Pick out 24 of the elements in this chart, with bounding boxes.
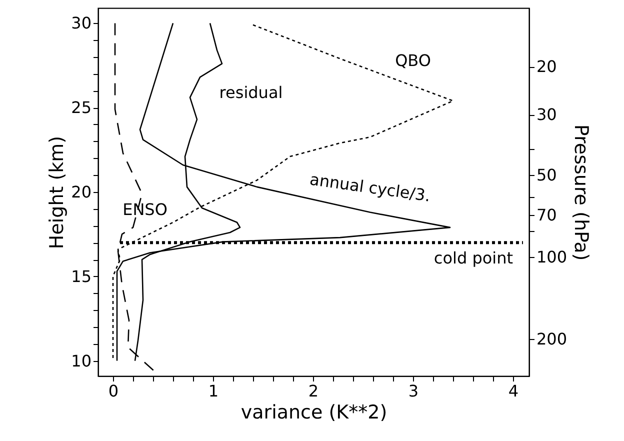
x-tick-label: 1	[208, 382, 219, 400]
x-axis-title: variance (K**2)	[240, 402, 388, 424]
x-tick-label: 4	[508, 382, 519, 400]
x-tick-label: 0	[108, 382, 119, 400]
y2-tick-label: 200	[536, 330, 568, 349]
annotation: ENSO	[122, 200, 168, 219]
x-tick-label: 3	[408, 382, 419, 400]
annotation: annual cycle/3.	[308, 170, 432, 206]
y-tick-label: 15	[71, 266, 92, 286]
y2-tick-label: 50	[536, 166, 557, 185]
y-tick-label: 20	[71, 182, 92, 202]
y2-axis-title: Pressure (hPa)	[570, 124, 592, 261]
x-tick-label: 2	[308, 382, 319, 400]
y-axis-title: Height (km)	[46, 136, 68, 250]
y2-tick-label: 100	[536, 248, 568, 267]
annotation: QBO	[395, 51, 431, 70]
y-tick-label: 10	[71, 351, 92, 370]
y2-tick-label: 70	[536, 205, 557, 224]
ref-line-label: cold point	[434, 248, 513, 268]
y-tick-label: 30	[71, 14, 92, 33]
y-tick-label: 25	[71, 98, 92, 118]
y2-tick-label: 20	[536, 57, 557, 76]
annotation: residual	[219, 83, 283, 102]
y2-tick-label: 30	[536, 105, 557, 124]
